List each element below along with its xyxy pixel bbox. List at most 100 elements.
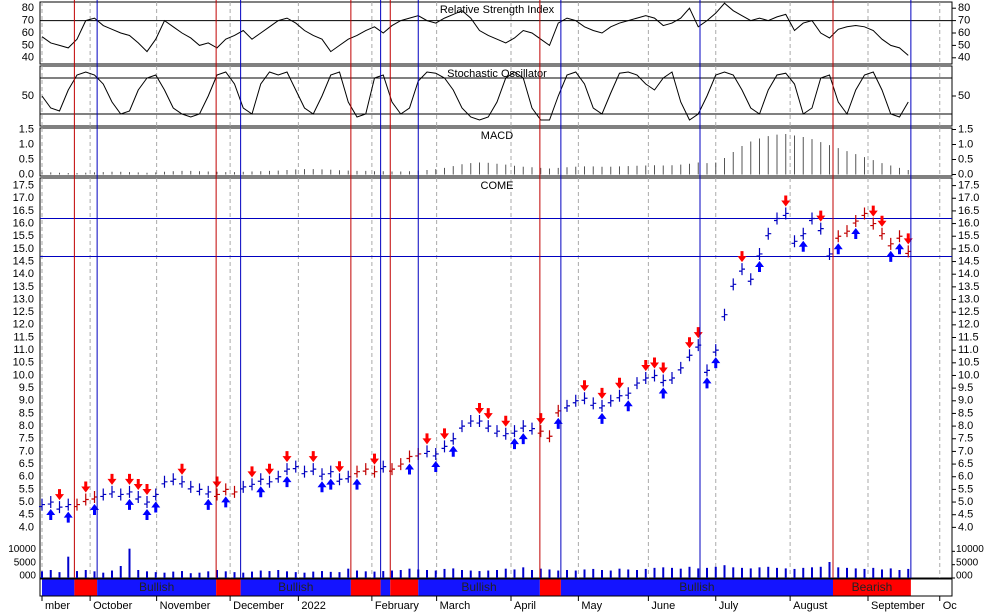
volume-bar <box>574 570 577 578</box>
price-bar <box>424 445 430 458</box>
volume-bar <box>688 566 691 578</box>
x-tick-label: April <box>514 600 536 612</box>
regime-band <box>539 579 561 596</box>
price-bar <box>502 427 509 440</box>
y-tick-label: 15.5 <box>13 230 34 242</box>
volume-bar <box>189 573 192 578</box>
volume-bar <box>714 566 717 578</box>
volume-bar <box>443 568 446 578</box>
sell-arrow <box>816 210 826 222</box>
volume-bar <box>522 567 525 578</box>
price-bar <box>782 207 789 220</box>
regime-frame <box>39 578 953 597</box>
buy-arrow <box>431 460 441 472</box>
price-bar <box>529 422 535 435</box>
y-tick-label: 11.0 <box>13 344 34 356</box>
price-bar <box>809 212 815 225</box>
y-tick-label: 14.0 <box>13 268 34 280</box>
volume-tick-label: 10000 <box>8 544 36 555</box>
buy-arrow <box>90 503 99 515</box>
price-bar <box>581 392 588 405</box>
x-tick-label: August <box>793 600 827 612</box>
x-tick-label: November <box>160 600 211 612</box>
volume-bar <box>478 571 481 578</box>
y-tick-label: 9.0 <box>958 395 973 407</box>
volume-bar <box>539 568 542 578</box>
y-tick-label: 1.0 <box>19 138 34 150</box>
y-tick-label: 8.0 <box>19 420 34 432</box>
price-bar <box>852 215 859 228</box>
y-tick-label: 13.0 <box>13 293 34 305</box>
price-bar <box>459 420 465 433</box>
x-tick-label: June <box>651 600 675 612</box>
volume-bar <box>662 567 665 578</box>
volume-bar <box>837 567 840 578</box>
x-tick-label: September <box>871 600 925 612</box>
volume-tick-label: 000 <box>19 571 36 582</box>
regime-band <box>240 579 351 596</box>
volume-bar <box>679 568 682 578</box>
y-tick-label: 0.0 <box>958 168 973 180</box>
volume-bar <box>819 566 822 578</box>
volume-bar <box>128 548 131 578</box>
y-tick-label: 16.0 <box>13 217 34 229</box>
volume-bar <box>592 568 595 578</box>
sell-arrow <box>483 408 493 420</box>
sell-arrow <box>177 463 187 475</box>
sell-arrow <box>142 484 152 496</box>
y-tick-label: 70 <box>22 15 34 27</box>
x-tick-label: October <box>93 600 132 612</box>
volume-bar <box>881 569 883 578</box>
y-tick-label: 5.5 <box>958 483 973 495</box>
price-bar <box>634 377 640 390</box>
price-bar <box>126 485 133 498</box>
buy-arrow <box>448 445 458 457</box>
volume-tick-label: 5000 <box>14 557 37 568</box>
y-tick-label: 14.5 <box>13 255 34 267</box>
y-tick-label: 11.5 <box>958 331 979 343</box>
volume-bar <box>872 567 875 578</box>
volume-bar <box>609 570 612 578</box>
volume-bar <box>723 565 726 578</box>
regime-label: Bullish <box>679 580 714 594</box>
volume-bar <box>793 568 796 578</box>
volume-bar <box>181 571 183 578</box>
volume-bar <box>426 570 428 578</box>
volume-bar <box>636 570 638 578</box>
panel-title: MACD <box>481 130 513 142</box>
price-bar <box>47 496 54 509</box>
price-bar <box>284 463 290 476</box>
volume-bar <box>338 572 341 578</box>
y-tick-label: 1.0 <box>958 138 973 150</box>
sell-arrow <box>370 453 379 465</box>
regime-label: Bullish <box>461 580 496 594</box>
y-tick-label: 1.5 <box>19 123 34 135</box>
volume-bar <box>356 570 358 578</box>
volume-bar <box>329 571 332 578</box>
buy-arrow <box>510 438 519 450</box>
price-bar <box>520 420 527 433</box>
volume-bar <box>452 568 455 578</box>
price-bar <box>82 493 89 506</box>
price-bar <box>56 501 63 514</box>
volume-bar <box>828 562 831 578</box>
volume-bar <box>461 570 463 578</box>
y-tick-label: 13.0 <box>958 293 979 305</box>
sell-arrow <box>81 481 91 493</box>
price-bar <box>564 399 570 412</box>
x-tick-label: May <box>581 600 602 612</box>
y-tick-label: 5.0 <box>19 496 34 508</box>
volume-bar <box>513 569 516 578</box>
y-tick-label: 10.5 <box>958 357 979 369</box>
price-bar <box>249 478 255 491</box>
volume-bar <box>373 571 376 578</box>
buy-arrow <box>833 243 843 255</box>
volume-bar <box>487 570 490 578</box>
price-bar <box>704 364 710 377</box>
sell-arrow <box>125 473 134 485</box>
y-tick-label: 4.0 <box>958 521 973 533</box>
price-bar <box>336 473 343 486</box>
price-bar <box>170 473 177 486</box>
y-tick-label: 9.5 <box>958 382 973 394</box>
